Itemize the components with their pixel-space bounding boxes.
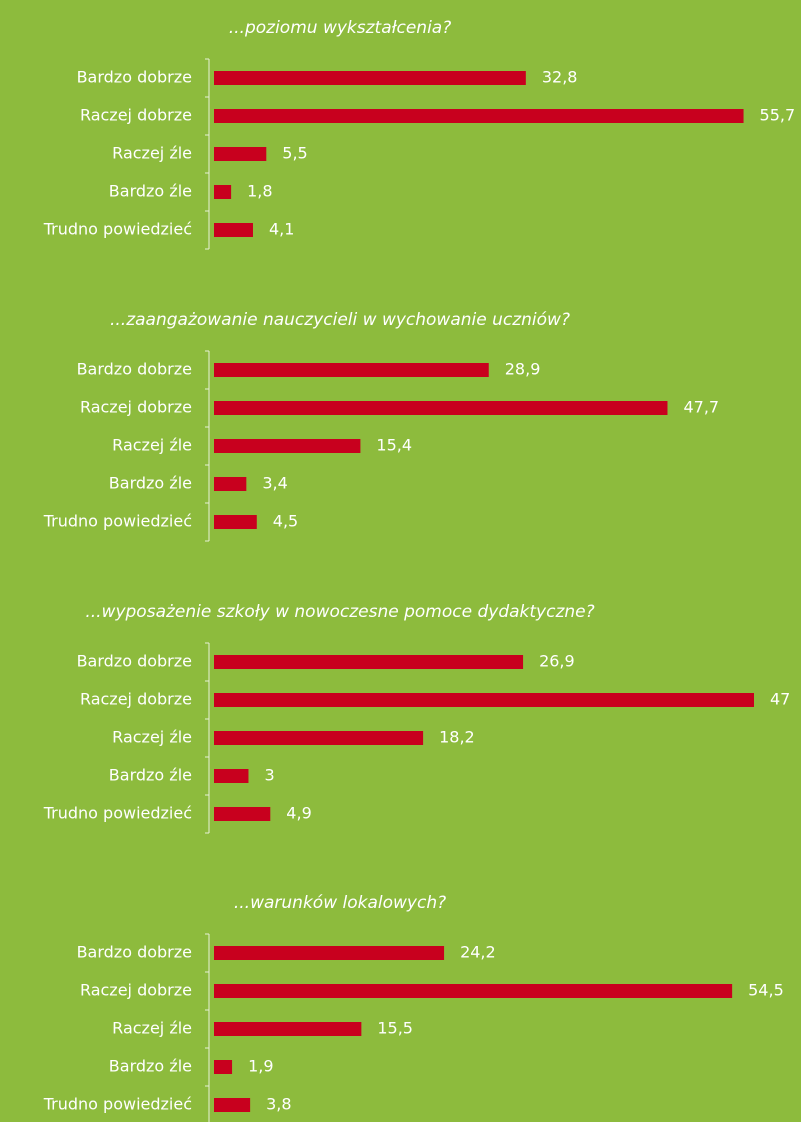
category-label: Trudno powiedzieć xyxy=(43,512,192,531)
value-label: 3,8 xyxy=(266,1095,291,1114)
bar xyxy=(214,655,524,669)
category-label: Trudno powiedzieć xyxy=(43,804,192,823)
value-label: 5,5 xyxy=(282,144,307,163)
value-label: 4,1 xyxy=(269,220,294,239)
category-label: Trudno powiedzieć xyxy=(43,1095,192,1114)
chart-title: ...wyposażenie szkoły w nowoczesne pomoc… xyxy=(85,602,594,622)
category-label: Bardzo dobrze xyxy=(77,943,192,962)
category-label: Bardzo źle xyxy=(109,474,192,493)
bar xyxy=(214,439,361,453)
value-label: 24,2 xyxy=(460,943,496,962)
bar xyxy=(214,1022,362,1036)
bar xyxy=(214,807,271,821)
bar xyxy=(214,769,249,783)
value-label: 4,9 xyxy=(286,804,311,823)
value-label: 4,5 xyxy=(273,512,298,531)
category-label: Raczej dobrze xyxy=(80,981,192,1000)
value-label: 3 xyxy=(264,766,274,785)
value-label: 54,5 xyxy=(748,981,784,1000)
category-label: Raczej źle xyxy=(112,728,192,747)
category-label: Raczej dobrze xyxy=(80,106,192,125)
bar xyxy=(214,515,257,529)
category-label: Raczej źle xyxy=(112,144,192,163)
chart-title: ...zaangażowanie nauczycieli w wychowani… xyxy=(110,310,570,330)
value-label: 15,5 xyxy=(377,1019,413,1038)
category-label: Bardzo dobrze xyxy=(77,360,192,379)
value-label: 26,9 xyxy=(539,652,575,671)
category-label: Raczej źle xyxy=(112,436,192,455)
value-label: 15,4 xyxy=(376,436,412,455)
value-label: 28,9 xyxy=(505,360,541,379)
bar xyxy=(214,731,424,745)
bar xyxy=(214,363,489,377)
value-label: 1,8 xyxy=(247,182,272,201)
category-label: Bardzo źle xyxy=(109,1057,192,1076)
bar xyxy=(214,693,754,707)
category-label: Bardzo źle xyxy=(109,766,192,785)
value-label: 32,8 xyxy=(542,68,578,87)
category-label: Bardzo dobrze xyxy=(77,68,192,87)
category-label: Raczej źle xyxy=(112,1019,192,1038)
bar xyxy=(214,984,733,998)
bar xyxy=(214,1098,251,1112)
category-label: Raczej dobrze xyxy=(80,398,192,417)
category-label: Trudno powiedzieć xyxy=(43,220,192,239)
chart-title: ...warunków lokalowych? xyxy=(234,893,446,913)
bar xyxy=(214,946,445,960)
bar xyxy=(214,71,526,85)
bar xyxy=(214,223,253,237)
category-label: Bardzo dobrze xyxy=(77,652,192,671)
value-label: 55,7 xyxy=(760,106,796,125)
chart-title: ...poziomu wykształcenia? xyxy=(229,18,452,38)
category-label: Bardzo źle xyxy=(109,182,192,201)
value-label: 18,2 xyxy=(439,728,475,747)
value-label: 3,4 xyxy=(262,474,287,493)
category-label: Raczej dobrze xyxy=(80,690,192,709)
bar xyxy=(214,401,668,415)
value-label: 47 xyxy=(770,690,790,709)
value-label: 47,7 xyxy=(683,398,719,417)
bar xyxy=(214,1060,233,1074)
bar xyxy=(214,477,247,491)
bar xyxy=(214,109,744,123)
value-label: 1,9 xyxy=(248,1057,273,1076)
bar xyxy=(214,147,267,161)
bar xyxy=(214,185,232,199)
